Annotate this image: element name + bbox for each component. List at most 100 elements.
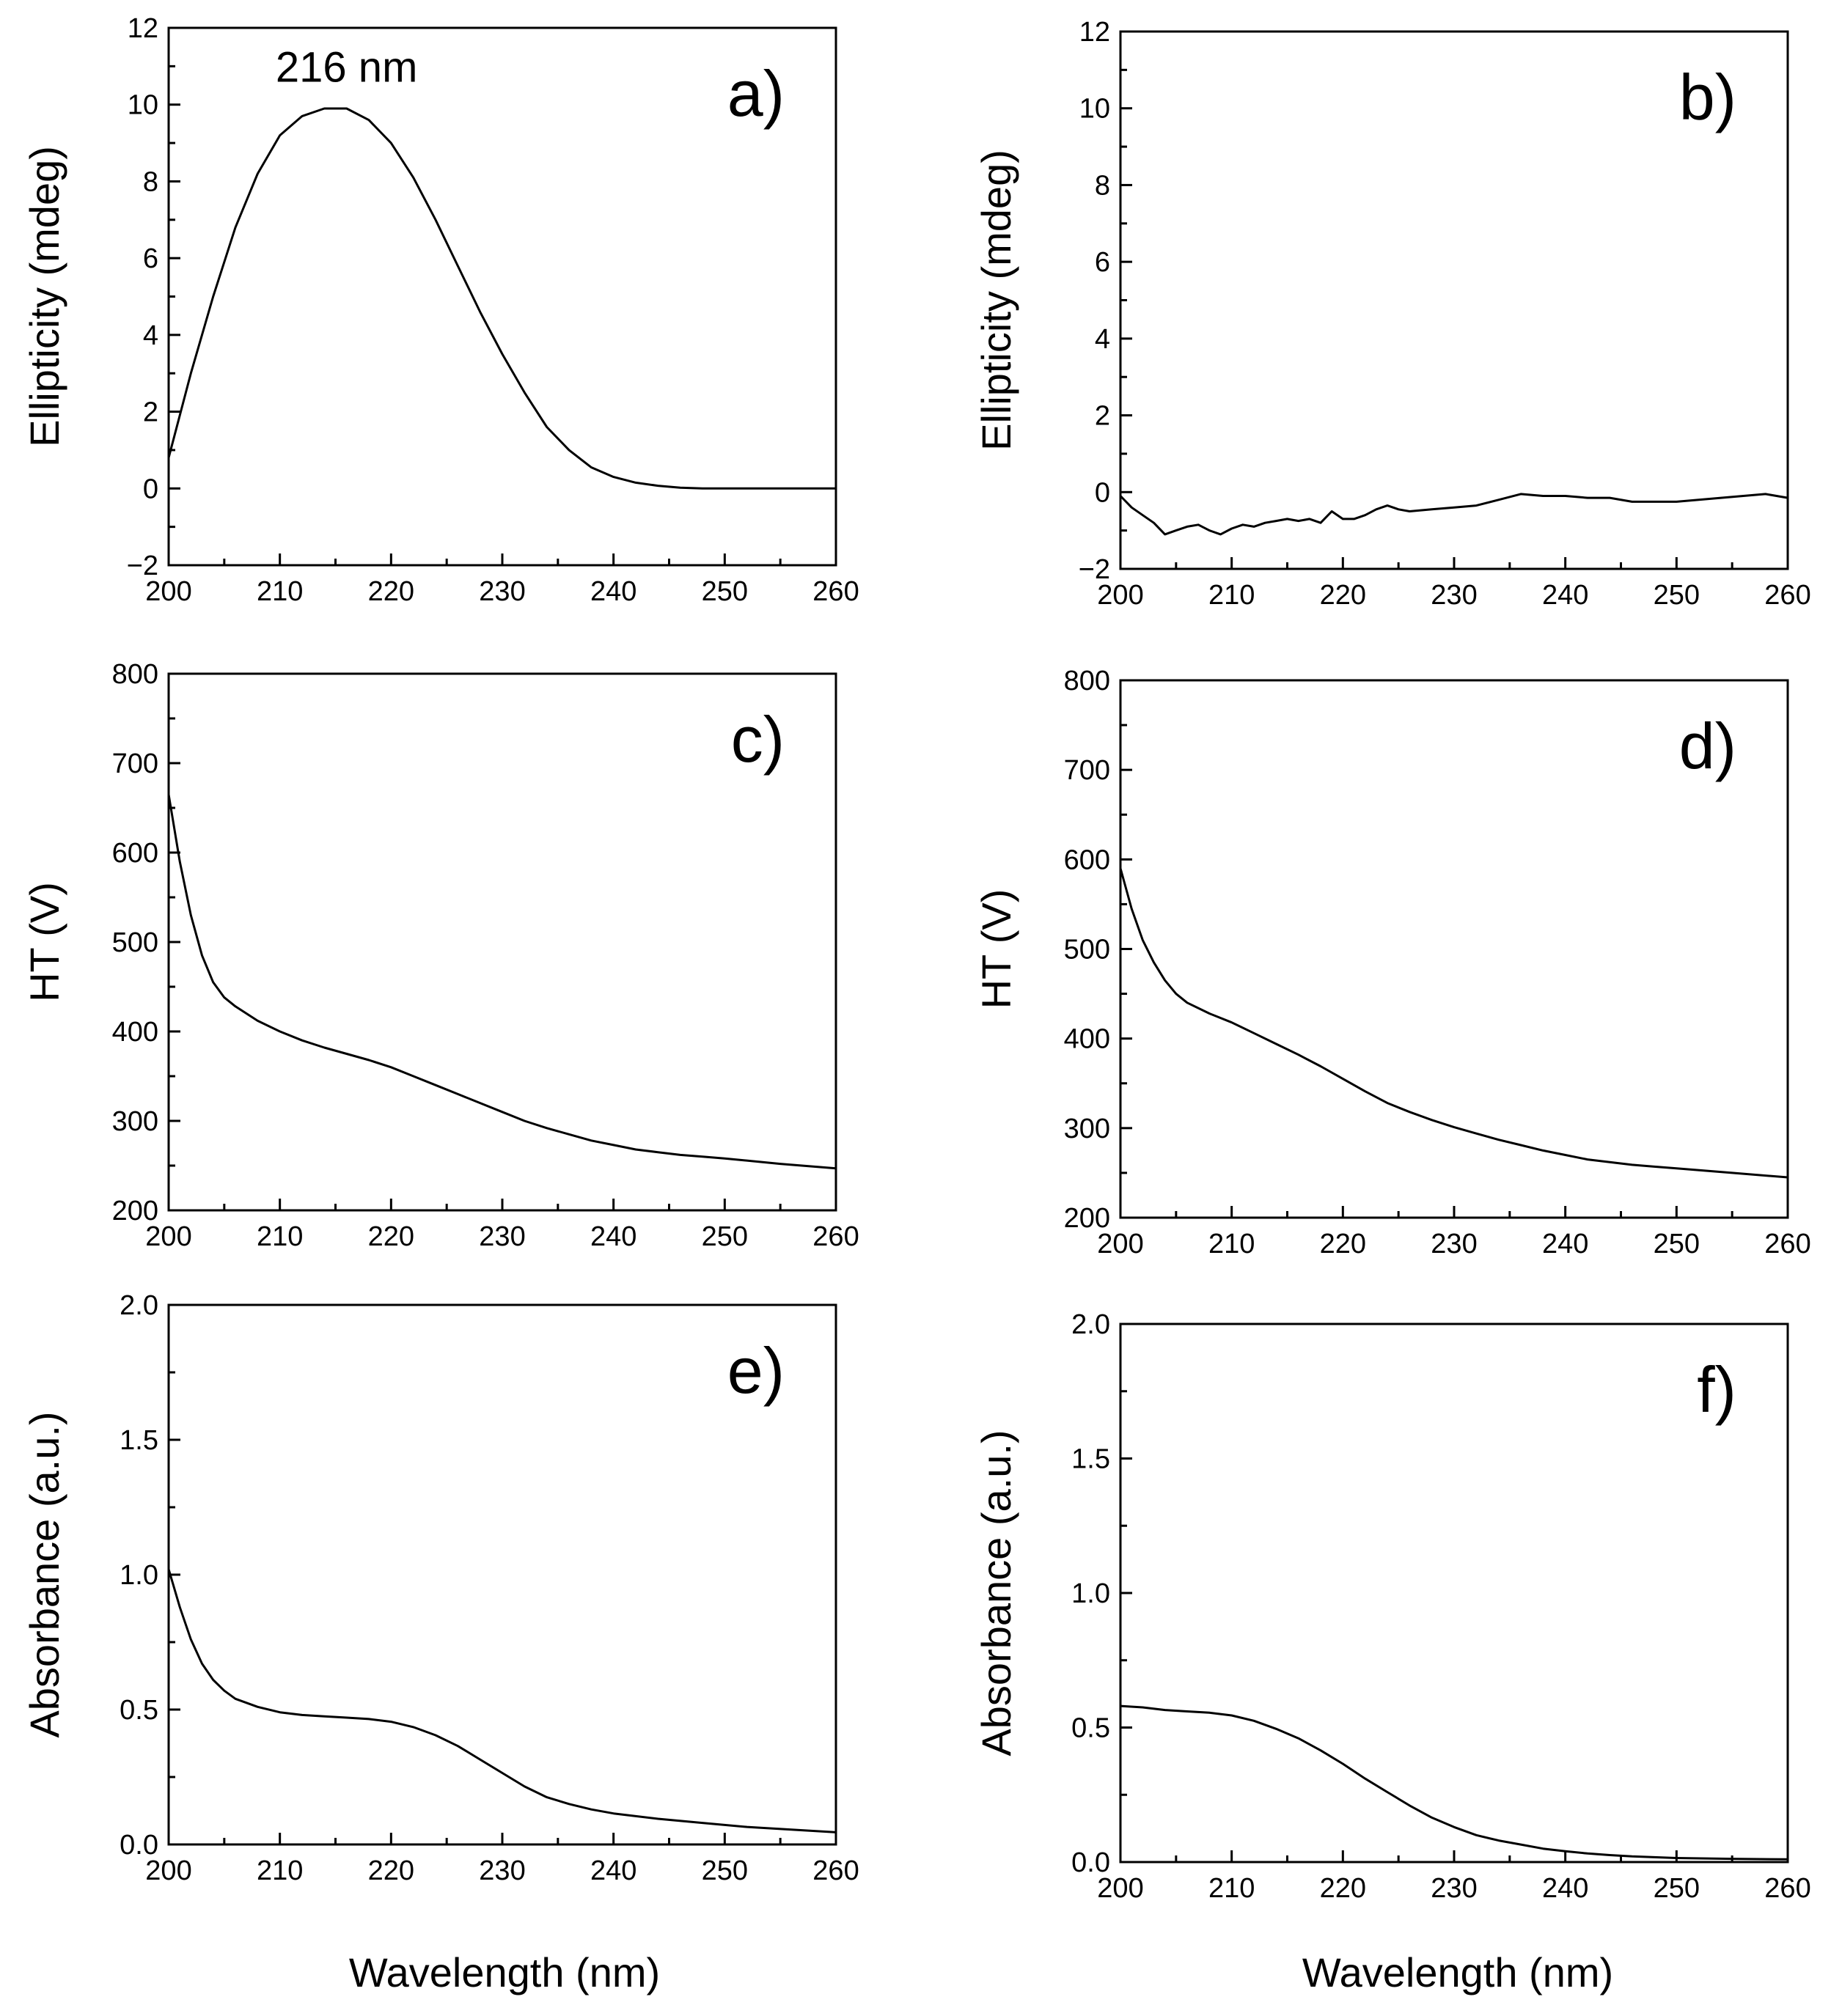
- y-axis-title: Absorbance (a.u.): [21, 1411, 67, 1737]
- chart-panel-c: 200 210 220 230 240 250 260 200 300 400 500 600 700 8…: [21, 659, 859, 1252]
- x-tick-label: 220: [368, 576, 414, 607]
- x-axis-title-right: Wavelength (nm): [1302, 1949, 1613, 1995]
- y-tick-label: 8: [143, 166, 158, 197]
- y-tick-label: 300: [112, 1106, 158, 1137]
- x-tick-label: 240: [1542, 1229, 1588, 1259]
- y-tick-label: 0: [1095, 477, 1110, 508]
- y-tick-label: 0.5: [120, 1695, 158, 1726]
- y-tick-label: 4: [1095, 324, 1110, 355]
- x-axis-title-left: Wavelength (nm): [349, 1949, 660, 1995]
- x-tick-label: 210: [1208, 1873, 1255, 1904]
- y-tick-label: 6: [1095, 247, 1110, 278]
- y-tick-label: 6: [143, 243, 158, 274]
- y-axis-title: Ellipticity (mdeg): [973, 150, 1019, 451]
- series-line: [1119, 493, 1788, 536]
- chart-panel-b: 200 210 220 230 240 250 260 −2 0 2 4 6 8 10 12 Elliptic…: [973, 17, 1811, 611]
- plot-frame: [1119, 1322, 1789, 1864]
- panel-label: a): [727, 57, 785, 130]
- y-tick-label: 2: [143, 397, 158, 428]
- x-tick-label: 260: [1764, 1873, 1810, 1904]
- x-tick-label: 220: [1320, 1229, 1366, 1259]
- y-tick-label: 800: [112, 659, 158, 690]
- series-line: [1120, 1704, 1788, 1861]
- y-tick-label: 1.5: [1071, 1444, 1110, 1475]
- chart-panel-d: 200 210 220 230 240 250 260 200 300 400 500 600 700 8…: [973, 666, 1811, 1259]
- panel-label: b): [1679, 61, 1736, 133]
- y-tick-label: 500: [112, 927, 158, 958]
- x-tick-label: 210: [1208, 580, 1255, 611]
- y-axis-title: Absorbance (a.u.): [973, 1430, 1019, 1756]
- x-tick-label: 200: [1097, 580, 1143, 611]
- y-tick-label: 400: [112, 1017, 158, 1048]
- series-line: [1119, 868, 1788, 1179]
- x-tick-label: 230: [479, 1221, 525, 1252]
- x-tick-label: 260: [812, 576, 859, 607]
- y-tick-label: 500: [1064, 935, 1110, 965]
- y-tick-label: −2: [127, 551, 158, 581]
- x-tick-label: 240: [1542, 580, 1588, 611]
- panel-label: e): [727, 1334, 785, 1407]
- y-tick-label: 1.5: [120, 1425, 158, 1456]
- y-tick-label: 2: [1095, 401, 1110, 432]
- x-tick-label: 240: [590, 1221, 636, 1252]
- x-tick-label: 260: [1764, 1229, 1810, 1259]
- x-tick-label: 250: [702, 1855, 748, 1886]
- series-line: [167, 794, 837, 1170]
- x-tick-label: 220: [1320, 1873, 1366, 1904]
- y-tick-label: 2.0: [120, 1290, 158, 1321]
- x-tick-label: 220: [368, 1855, 414, 1886]
- x-tick-label: 200: [145, 576, 191, 607]
- chart-panels: 200 210 220 230 240 250 260−2024681012Elliptic…: [21, 13, 1811, 1904]
- x-tick-label: 250: [702, 1221, 748, 1252]
- x-tick-label: 230: [1431, 1229, 1477, 1259]
- panel-label: d): [1679, 710, 1736, 782]
- panel-label: c): [731, 703, 785, 776]
- y-tick-label: 10: [128, 90, 158, 121]
- y-tick-label: 0.5: [1071, 1713, 1110, 1744]
- x-tick-label: 200: [145, 1221, 191, 1252]
- x-tick-label: 260: [812, 1855, 859, 1886]
- y-axis-title: HT (V): [973, 889, 1019, 1009]
- y-tick-label: 12: [1079, 17, 1110, 48]
- y-tick-label: 1.0: [120, 1560, 158, 1591]
- y-tick-label: 10: [1079, 94, 1110, 125]
- y-tick-label: 4: [143, 320, 158, 351]
- y-axis-title: HT (V): [21, 882, 67, 1002]
- chart-panel-a: 200 210 220 230 240 250 260 −2 0 2 4 6 8 10 12 Elliptic…: [21, 13, 859, 607]
- y-tick-label: 600: [112, 838, 158, 869]
- chart-panel-f: 200 210 220 230 240 250 260 0.0 0.5 1.0 1.5 2.0 Abso…: [973, 1309, 1811, 1904]
- x-tick-label: 200: [145, 1855, 191, 1886]
- x-tick-label: 200: [1097, 1873, 1143, 1904]
- x-tick-label: 210: [257, 1855, 303, 1886]
- x-tick-label: 220: [1320, 580, 1366, 611]
- series-line: [167, 107, 836, 490]
- x-tick-label: 250: [1654, 1229, 1700, 1259]
- y-tick-label: 600: [1064, 845, 1110, 875]
- x-tick-label: 250: [1654, 1873, 1700, 1904]
- x-tick-label: 260: [1764, 580, 1810, 611]
- x-tick-label: 210: [257, 1221, 303, 1252]
- y-tick-label: 800: [1064, 666, 1110, 696]
- y-tick-label: 12: [128, 13, 158, 44]
- x-tick-label: 240: [590, 1855, 636, 1886]
- x-tick-label: 200: [1097, 1229, 1143, 1259]
- x-tick-label: 250: [1654, 580, 1700, 611]
- y-tick-label: 2.0: [1071, 1309, 1110, 1340]
- panel-label: f): [1697, 1353, 1736, 1426]
- x-tick-label: 250: [702, 576, 748, 607]
- x-tick-label: 230: [479, 1855, 525, 1886]
- chart-panel-e: 200 210 220 230 240 250 260 0.0 0.5 1.0 1.5 2.0 Abso…: [21, 1290, 859, 1886]
- y-tick-label: 700: [1064, 755, 1110, 786]
- x-tick-label: 210: [1208, 1229, 1255, 1259]
- y-axis-title: Ellipticity (mdeg): [21, 146, 67, 447]
- y-tick-label: 700: [112, 748, 158, 779]
- peak-annotation: 216 nm: [276, 43, 417, 91]
- y-tick-label: −2: [1079, 554, 1110, 585]
- x-tick-label: 210: [257, 576, 303, 607]
- y-tick-label: 0.0: [1071, 1847, 1110, 1878]
- y-tick-label: 200: [1064, 1203, 1110, 1234]
- y-tick-label: 200: [112, 1196, 158, 1226]
- y-tick-label: 1.0: [1071, 1578, 1110, 1609]
- y-tick-label: 300: [1064, 1114, 1110, 1144]
